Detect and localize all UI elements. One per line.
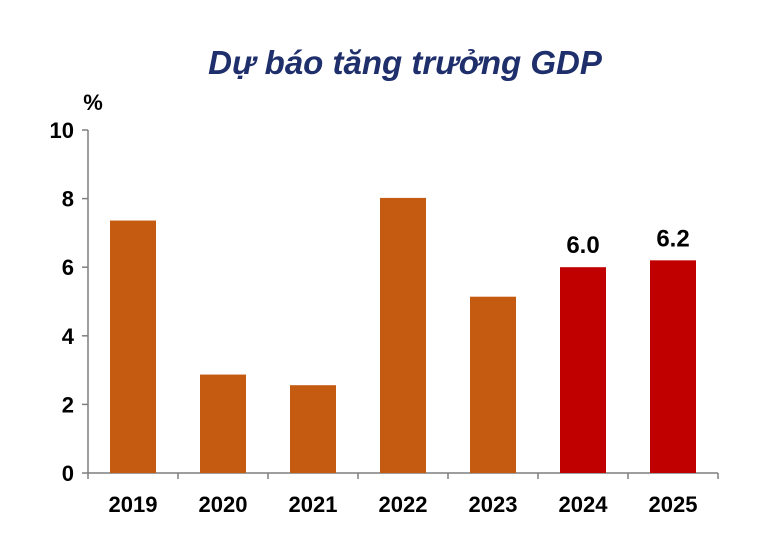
y-tick-label: 4 bbox=[62, 324, 75, 349]
bar-2019 bbox=[110, 220, 156, 473]
x-tick-label: 2023 bbox=[469, 492, 518, 517]
y-tick-label: 0 bbox=[62, 461, 74, 486]
bar-2020 bbox=[200, 374, 246, 473]
x-tick-label: 2022 bbox=[379, 492, 428, 517]
bar-2023 bbox=[470, 296, 516, 473]
data-label-2025: 6.2 bbox=[656, 225, 689, 252]
bar-2025 bbox=[650, 260, 696, 473]
y-tick-label: 2 bbox=[62, 392, 74, 417]
bar-2022 bbox=[380, 197, 426, 473]
y-tick-label: 8 bbox=[62, 187, 74, 212]
x-tick-label: 2024 bbox=[559, 492, 609, 517]
x-tick-label: 2020 bbox=[199, 492, 248, 517]
bar-2021 bbox=[290, 385, 336, 473]
plot-area: 0 2 4 6 8 10 2019 2020 2021 2022 2023 2024 6.0 2025 6.… bbox=[50, 118, 719, 517]
data-label-2024: 6.0 bbox=[566, 232, 599, 259]
x-tick-label: 2021 bbox=[289, 492, 338, 517]
x-tick-label: 2019 bbox=[109, 492, 158, 517]
x-tick-label: 2025 bbox=[649, 492, 698, 517]
y-tick-label: 10 bbox=[50, 118, 74, 143]
y-axis-unit: % bbox=[83, 90, 103, 115]
y-tick-label: 6 bbox=[62, 255, 74, 280]
bar-2024 bbox=[560, 267, 606, 473]
chart-title: Dự báo tăng trưởng GDP bbox=[208, 44, 603, 81]
